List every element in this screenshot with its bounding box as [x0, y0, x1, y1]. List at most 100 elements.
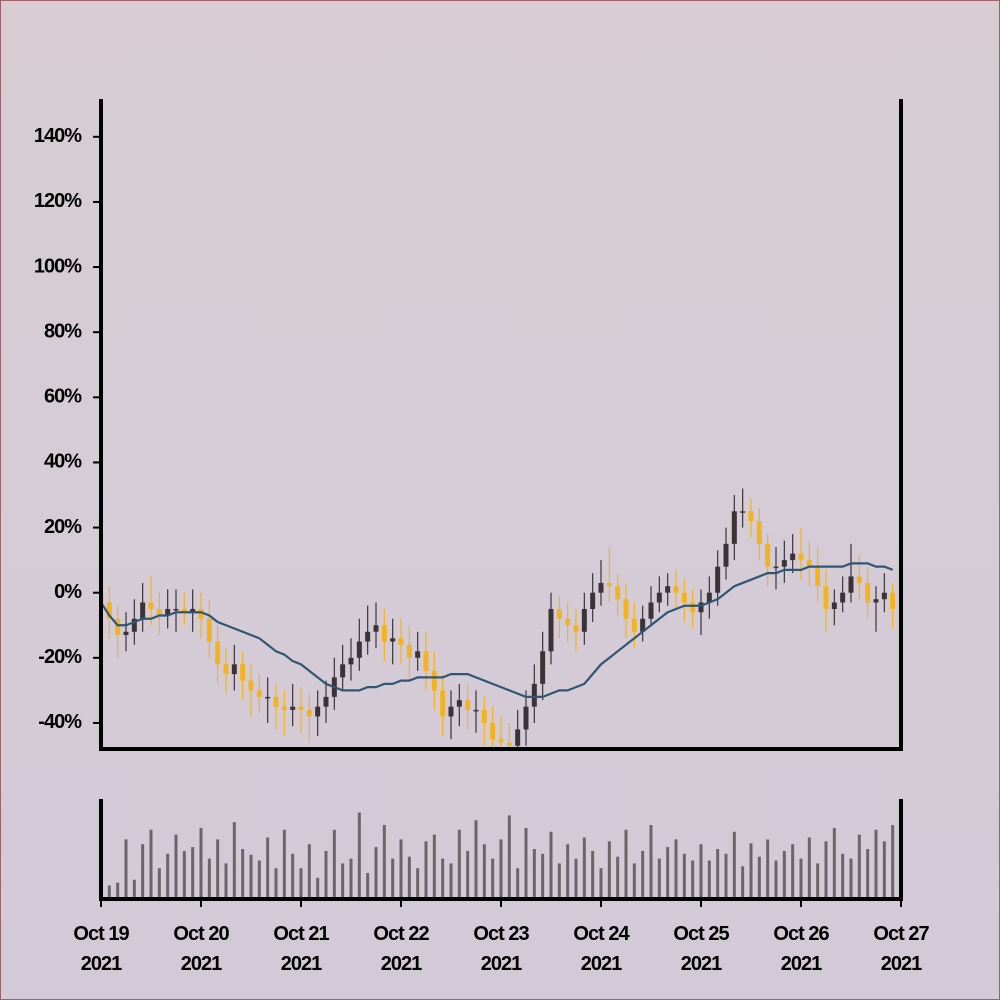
volume-bar — [174, 834, 178, 897]
candle-body — [240, 664, 246, 681]
volume-bar — [116, 882, 120, 897]
candle-body — [148, 602, 154, 609]
candle-body — [306, 709, 312, 717]
x-tick-label: Oct 24 2021 — [573, 923, 629, 975]
candle-body — [265, 696, 271, 699]
candle-body — [456, 700, 462, 707]
volume-bar — [299, 868, 303, 897]
volume-bar — [216, 839, 220, 897]
volume-bar — [774, 860, 778, 897]
volume-bar — [574, 858, 578, 897]
candle-body — [365, 631, 371, 642]
candle-body — [373, 625, 379, 632]
volume-bar — [691, 860, 695, 897]
candle-body — [606, 582, 612, 587]
volume-bar — [507, 815, 511, 897]
candle-body — [706, 592, 712, 603]
volume-bar — [157, 868, 161, 897]
candle-body — [873, 599, 879, 603]
volume-bar — [891, 825, 895, 897]
candle-body — [806, 560, 812, 567]
volume-bar — [232, 822, 236, 897]
candle-body — [573, 625, 579, 632]
candle-body — [106, 602, 112, 619]
candle-body — [556, 608, 562, 619]
volume-bar — [707, 860, 711, 897]
candle-body — [698, 602, 704, 613]
x-tick-label: Oct 23 2021 — [473, 923, 529, 975]
candle-body — [156, 608, 162, 616]
candle-body — [773, 566, 779, 569]
candle-body — [215, 641, 221, 665]
volume-bar — [499, 839, 503, 897]
x-tick-label: Oct 20 2021 — [173, 923, 229, 975]
volume-bar — [632, 863, 636, 897]
volume-bar — [874, 829, 878, 897]
volume-bar — [849, 858, 853, 897]
candle-body — [206, 618, 212, 642]
volume-bar — [399, 839, 403, 897]
volume-bar — [757, 856, 761, 897]
candle-body — [690, 602, 696, 613]
x-tick-label: Oct 21 2021 — [273, 923, 329, 975]
candle-body — [748, 511, 754, 522]
volume-bar — [491, 858, 495, 897]
candle-body — [765, 543, 771, 567]
volume-bar — [407, 856, 411, 897]
candle-body — [415, 651, 421, 658]
volume-bar — [782, 850, 786, 897]
volume-bar — [857, 834, 861, 897]
candle-body — [140, 602, 146, 619]
volume-bar — [282, 829, 286, 897]
moving-average-line — [101, 562, 894, 698]
volume-bar — [341, 863, 345, 897]
volume-bar — [616, 856, 620, 897]
candle-body — [440, 690, 446, 717]
candle-body — [540, 651, 546, 684]
volume-bar — [457, 829, 461, 897]
volume-bar — [424, 841, 428, 897]
candle-body — [398, 638, 404, 645]
y-tick-label: 40% — [44, 451, 82, 473]
volume-bar — [141, 844, 145, 897]
x-tick-label: Oct 22 2021 — [373, 923, 429, 975]
volume-bar — [374, 847, 378, 897]
volume-bar — [449, 863, 453, 897]
volume-bar — [441, 858, 445, 897]
candle-body — [665, 586, 671, 593]
candle-body — [723, 543, 729, 567]
x-tick-label: Oct 25 2021 — [673, 923, 729, 975]
volume-bar — [382, 825, 386, 897]
volume-bar — [699, 844, 703, 897]
volume-bar — [749, 843, 753, 897]
candle-body — [590, 592, 596, 609]
candle-body — [340, 664, 346, 678]
candle-body — [640, 618, 646, 632]
volume-bar — [649, 825, 653, 897]
candle-body — [506, 742, 512, 746]
candle-body — [290, 706, 296, 710]
volume-bar — [349, 858, 353, 897]
candle-body — [798, 553, 804, 561]
candle-body — [623, 599, 629, 619]
candle-body — [581, 608, 587, 632]
candle-body — [823, 586, 829, 609]
candle-body — [348, 657, 354, 665]
volume-bar — [732, 831, 736, 897]
volume-bar — [274, 868, 278, 897]
volume-bar — [324, 850, 328, 897]
candle-body — [231, 664, 237, 675]
candle-body — [248, 680, 254, 691]
volume-bar — [307, 844, 311, 897]
candle-body — [490, 722, 496, 740]
candle-body — [123, 631, 129, 636]
candle-body — [173, 608, 179, 611]
volume-bar — [241, 849, 245, 897]
volume-bar — [516, 868, 520, 897]
candle-body — [181, 608, 187, 613]
candle-body — [598, 582, 604, 593]
volume-bar — [199, 827, 203, 897]
candle-body — [323, 696, 329, 707]
y-tick-label: -20% — [38, 646, 82, 668]
candle-body — [865, 582, 871, 603]
